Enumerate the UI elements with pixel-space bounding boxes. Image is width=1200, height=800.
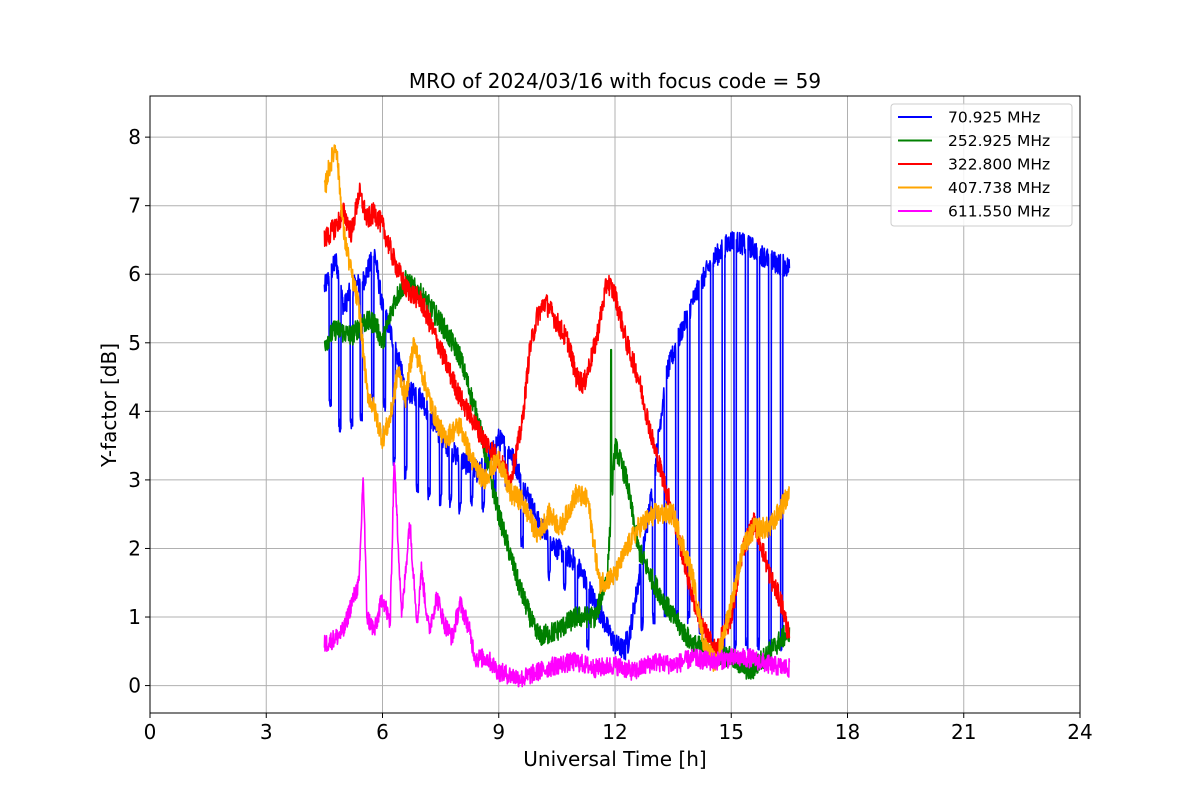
y-tick-label: 3 [128,468,141,492]
y-tick-label: 8 [128,125,141,149]
x-tick-label: 3 [260,720,273,744]
legend-label: 407.738 MHz [948,179,1050,197]
y-tick-label: 4 [128,399,141,423]
x-tick-label: 21 [951,720,976,744]
y-tick-label: 7 [128,194,141,218]
series-line-4 [323,462,791,688]
y-tick-label: 1 [128,605,141,629]
y-axis-label: Y-factor [dB] [97,343,121,468]
x-tick-label: 15 [719,720,744,744]
y-axis: 0 1 2 3 4 5 6 7 8 [128,125,150,698]
y-tick-label: 5 [128,331,141,355]
legend-label: 322.800 MHz [948,156,1050,174]
legend-label: 70.925 MHz [948,109,1040,127]
legend-label: 252.925 MHz [948,132,1050,150]
x-tick-label: 6 [376,720,389,744]
series-layer [323,144,791,688]
x-tick-label: 9 [492,720,505,744]
x-axis-label: Universal Time [h] [523,747,706,771]
x-tick-label: 0 [144,720,157,744]
y-tick-label: 2 [128,536,141,560]
x-tick-label: 24 [1067,720,1092,744]
x-tick-label: 18 [835,720,860,744]
x-tick-label: 12 [602,720,627,744]
chart-title: MRO of 2024/03/16 with focus code = 59 [409,69,821,93]
legend-label: 611.550 MHz [948,203,1050,221]
legend-box [890,103,1073,227]
y-tick-label: 0 [128,674,141,698]
y-tick-label: 6 [128,262,141,286]
legend: 70.925 MHz 252.925 MHz 322.800 MHz 407.738 … [890,103,1073,227]
x-axis: 0 3 6 9 12 15 18 21 24 [144,713,1093,744]
